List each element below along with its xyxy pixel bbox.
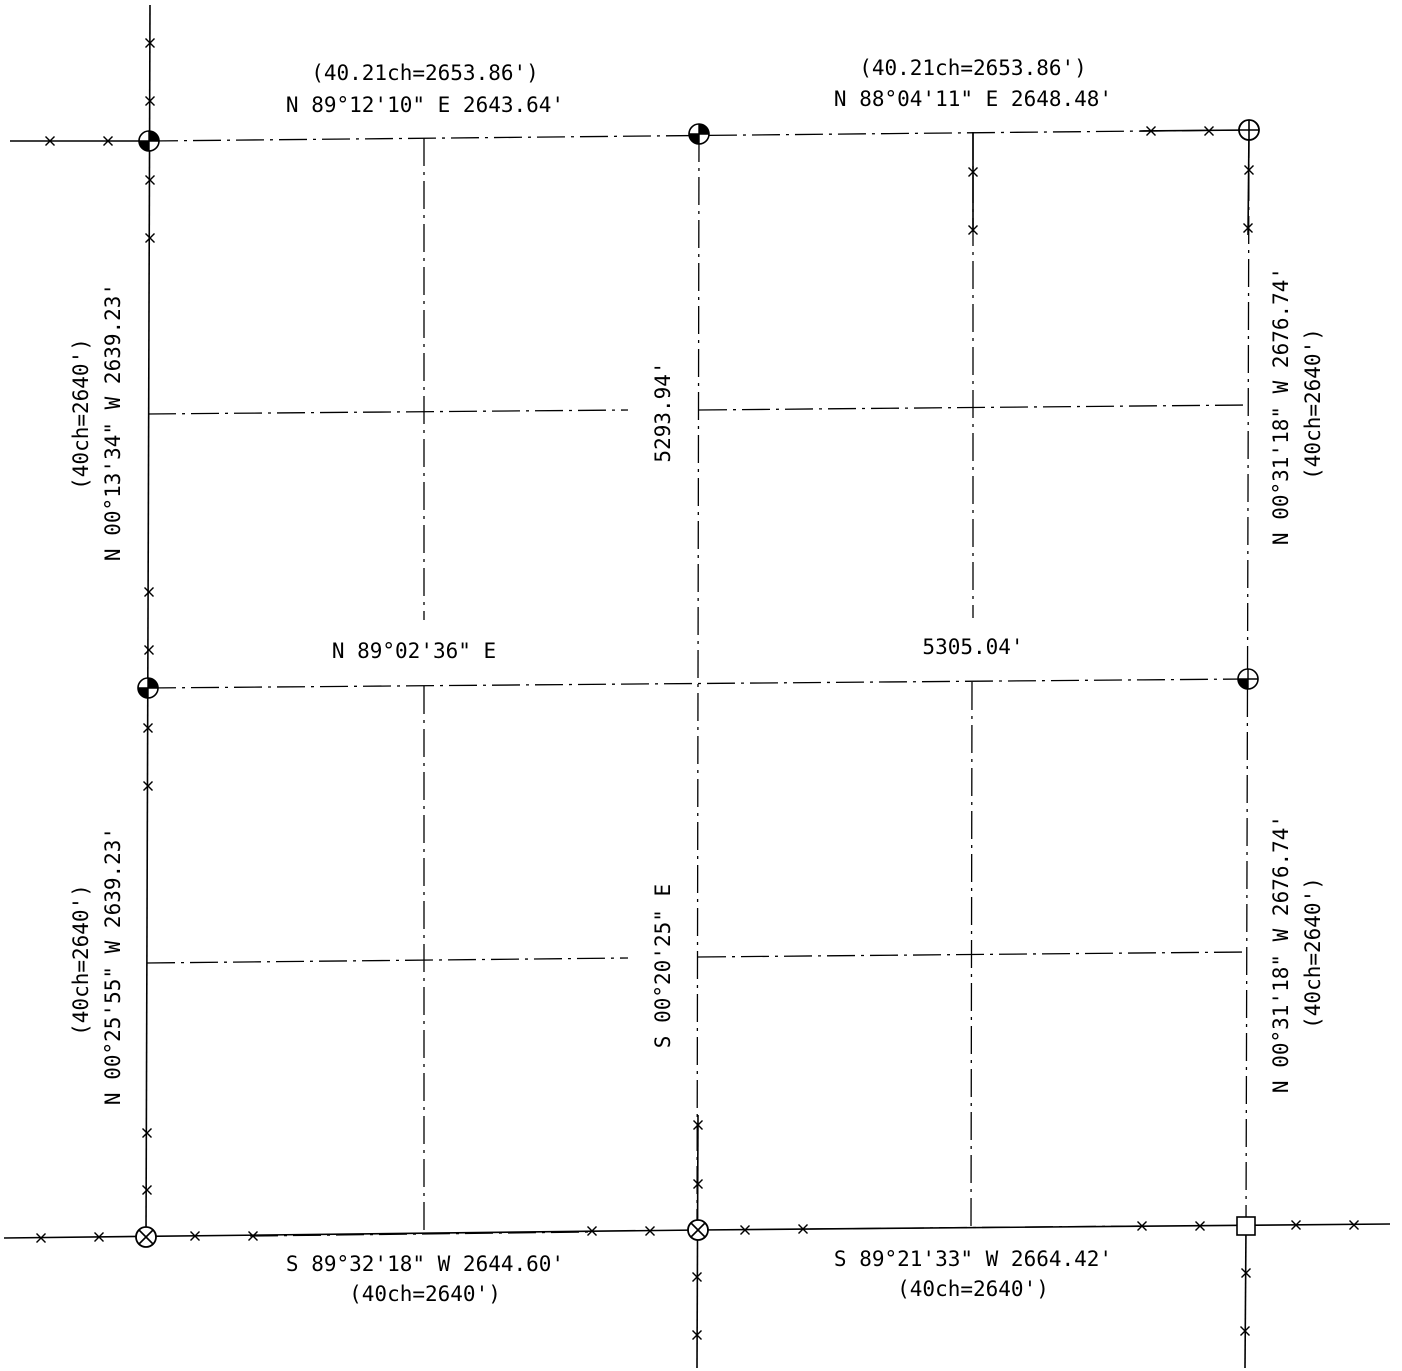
east-lower-record-label: (40ch=2640') [1301, 877, 1325, 1029]
east-upper-record-label: (40ch=2640') [1301, 328, 1325, 480]
center-ew-distance-label: 5305.04' [922, 635, 1023, 659]
west-upper-bearing-label: N 00°13'34" W 2639.23' [101, 283, 125, 561]
east-fence-upper [1247, 129, 1250, 236]
north-right-record-label: (40.21ch=2653.86') [859, 56, 1087, 80]
se-corner-monument-icon [1236, 1216, 1256, 1236]
north-fence-east-segment [1139, 129, 1250, 132]
sw-quarter-ew-sixteenth [146, 957, 629, 964]
west-upper-record-label: (40ch=2640') [69, 338, 93, 490]
west-quarter-monument-icon [137, 677, 159, 699]
center-ns-fence-south [696, 1114, 699, 1369]
south-quarter-monument-icon [687, 1219, 709, 1241]
center-ns-distance-label: 5293.94' [651, 361, 675, 462]
center-ns-bearing-label: S 00°20'25" E [651, 884, 675, 1048]
east-lower-bearing-label: N 00°31'18" W 2676.74' [1269, 815, 1293, 1093]
north-right-bearing-label: N 88°04'11" E 2648.48' [834, 87, 1112, 111]
sixteenth-lines [146, 132, 1249, 1234]
east-upper-bearing-label: N 00°31'18" W 2676.74' [1269, 267, 1293, 545]
se-fence-south-extension [1244, 1225, 1247, 1369]
center-ns-line [696, 133, 700, 1231]
north-left-bearing-label: N 89°12'10" E 2643.64' [286, 93, 564, 117]
ne-corner-monument-icon [1238, 119, 1260, 141]
south-line-west-quarter [249, 1231, 591, 1237]
east-line [1245, 129, 1250, 1227]
sw-corner-monument-icon [135, 1226, 157, 1248]
center-ew-line [147, 678, 1249, 689]
nw-corner-monument-icon [138, 130, 160, 152]
nw-quarter-ew-sixteenth [147, 409, 629, 415]
south-left-record-label: (40ch=2640') [349, 1282, 501, 1306]
south-right-record-label: (40ch=2640') [897, 1277, 1049, 1301]
north-quarter-monument-icon [688, 123, 710, 145]
west-lower-record-label: (40ch=2640') [69, 884, 93, 1036]
section-boundaries [3, 4, 1391, 1369]
north-line [149, 129, 1250, 142]
east-quarter-monument-icon [1237, 668, 1259, 690]
north-left-record-label: (40.21ch=2653.86') [311, 61, 539, 85]
se-quarter-ew-sixteenth [697, 951, 1248, 958]
west-line [145, 4, 151, 1237]
south-right-bearing-label: S 89°21'33" W 2664.42' [834, 1247, 1112, 1271]
south-fence-west [3, 1229, 701, 1239]
south-left-bearing-label: S 89°32'18" W 2644.60' [286, 1252, 564, 1276]
ne-quarter-ew-sixteenth [698, 404, 1249, 411]
west-lower-bearing-label: N 00°25'55" W 2639.23' [101, 827, 125, 1105]
south-line-east-quarter [809, 1225, 1141, 1230]
monuments [135, 119, 1260, 1248]
center-ew-bearing-label: N 89°02'36" E [332, 639, 496, 663]
